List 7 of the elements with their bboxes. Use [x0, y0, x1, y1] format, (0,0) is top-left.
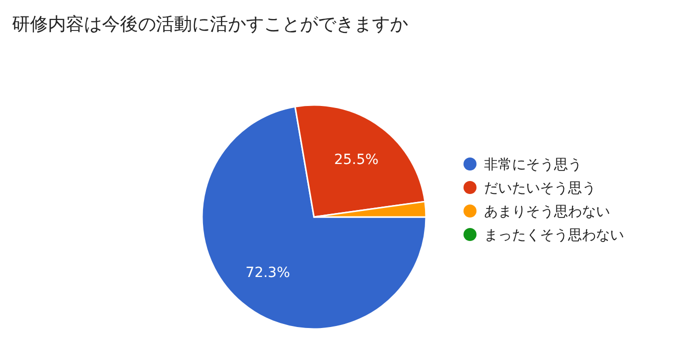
legend-label: 非常にそう思う [484, 157, 582, 173]
data-label: 25.5% [334, 152, 379, 168]
chart-title: 研修内容は今後の活動に活かすことができますか [12, 14, 408, 35]
legend-label: まったくそう思わない [484, 228, 624, 244]
data-label: 72.3% [246, 264, 290, 281]
legend-label: だいたいそう思う [484, 180, 596, 196]
legend-label: あまりそう思わない [484, 204, 610, 220]
